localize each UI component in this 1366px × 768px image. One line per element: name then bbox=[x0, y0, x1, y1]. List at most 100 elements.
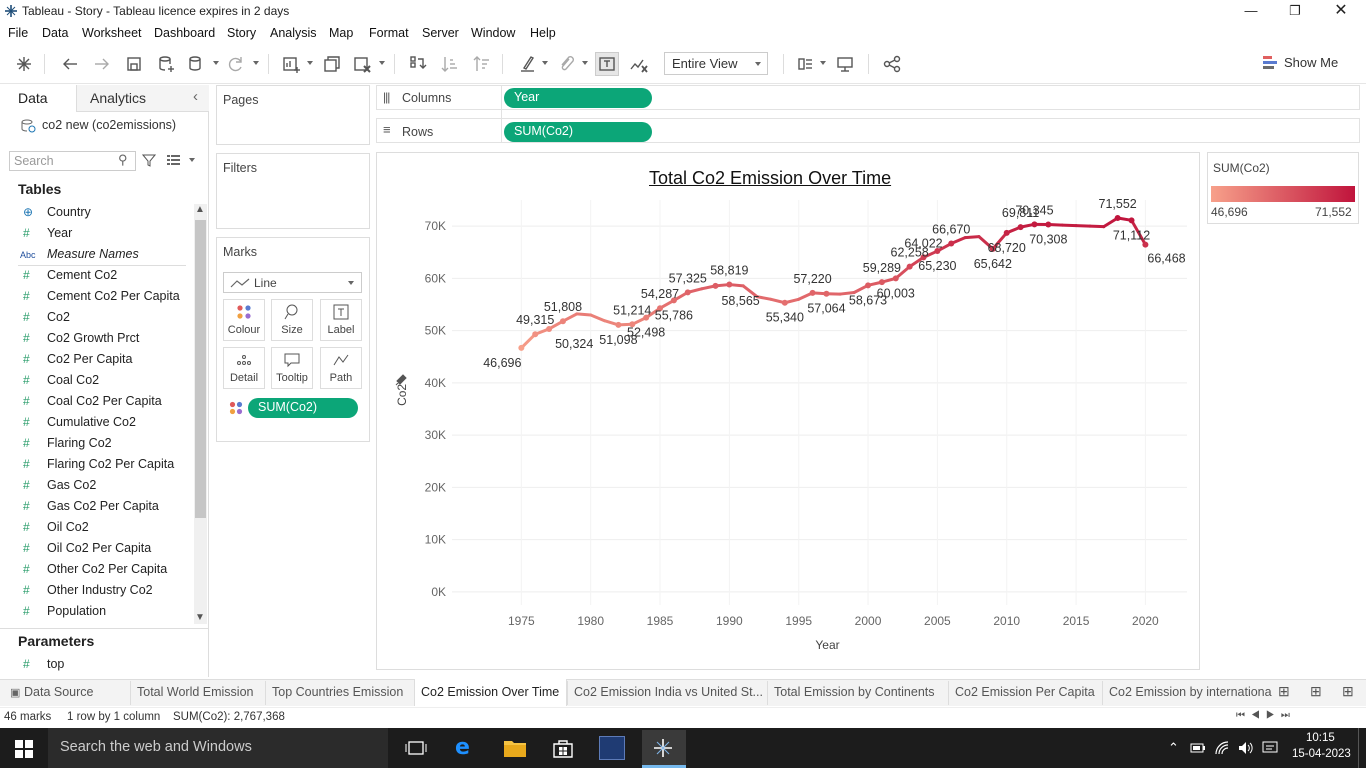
field-cement-co2[interactable]: Cement Co2 bbox=[47, 268, 118, 282]
colour-legend[interactable] bbox=[1207, 152, 1359, 224]
sort-descending-icon[interactable] bbox=[470, 52, 494, 76]
new-worksheet-dropdown-icon[interactable] bbox=[307, 61, 313, 65]
field-co2-per-capita[interactable]: Co2 Per Capita bbox=[47, 352, 133, 366]
tab-analytics[interactable]: Analytics bbox=[90, 90, 147, 106]
menu-map[interactable]: Map bbox=[329, 26, 354, 40]
data-point[interactable] bbox=[712, 282, 719, 289]
line-segment[interactable] bbox=[575, 312, 593, 317]
save-icon[interactable] bbox=[122, 52, 146, 76]
field-search-input[interactable]: Search bbox=[9, 151, 136, 171]
highlight-icon[interactable] bbox=[516, 52, 540, 76]
battery-icon[interactable] bbox=[1190, 742, 1206, 754]
data-point[interactable] bbox=[546, 325, 553, 332]
data-point[interactable] bbox=[643, 314, 650, 321]
data-point[interactable] bbox=[878, 279, 885, 286]
field-coal-co2[interactable]: Coal Co2 bbox=[47, 373, 100, 387]
field-cement-co2-per-capita[interactable]: Cement Co2 Per Capita bbox=[47, 289, 180, 303]
field-other-industry-co2[interactable]: Other Industry Co2 bbox=[47, 583, 153, 597]
line-segment[interactable] bbox=[741, 284, 759, 299]
new-datasource-icon[interactable] bbox=[154, 52, 178, 76]
clear-sheet-icon[interactable] bbox=[350, 52, 374, 76]
volume-icon[interactable] bbox=[1238, 740, 1254, 756]
label-button[interactable]: Label bbox=[320, 299, 362, 341]
data-point[interactable] bbox=[684, 289, 691, 296]
cards-icon[interactable] bbox=[794, 52, 818, 76]
sheet-tab-2[interactable]: Total World Emission bbox=[137, 685, 254, 699]
sheet-tab-7[interactable]: Co2 Emission Per Capita bbox=[955, 685, 1095, 699]
data-point[interactable] bbox=[920, 254, 927, 261]
scroll-up-icon[interactable]: ▲ bbox=[195, 204, 205, 215]
menu-worksheet[interactable]: Worksheet bbox=[82, 26, 142, 40]
clear-dropdown-icon[interactable] bbox=[379, 61, 385, 65]
columns-pill-year[interactable]: Year bbox=[504, 88, 652, 108]
pin-icon[interactable] bbox=[395, 374, 407, 386]
marks-colour-pill[interactable]: SUM(Co2) bbox=[248, 398, 358, 418]
size-button[interactable]: Size bbox=[271, 299, 313, 341]
tooltip-button[interactable]: Tooltip bbox=[271, 347, 313, 389]
field-coal-co2-per-capita[interactable]: Coal Co2 Per Capita bbox=[47, 394, 162, 408]
data-point[interactable] bbox=[532, 331, 539, 338]
pause-dropdown-icon[interactable] bbox=[213, 61, 219, 65]
show-mark-labels-icon[interactable] bbox=[595, 52, 619, 76]
sheet-tab-1[interactable]: Data Source bbox=[24, 685, 94, 699]
data-point[interactable] bbox=[781, 299, 788, 306]
redo-icon[interactable] bbox=[90, 52, 114, 76]
line-segment[interactable] bbox=[838, 290, 856, 296]
line-chart[interactable]: 0K 10K 20K 30K 40K 50K 60K 70K 1975 1980 1985 1990 1… bbox=[377, 195, 1199, 669]
field-cumulative-co2[interactable]: Cumulative Co2 bbox=[47, 415, 136, 429]
data-point[interactable] bbox=[1003, 229, 1010, 236]
line-segment[interactable] bbox=[991, 231, 1009, 251]
new-worksheet-tab-icon[interactable]: ⊞ bbox=[1278, 683, 1290, 699]
show-desktop-button[interactable] bbox=[1358, 728, 1366, 768]
data-point[interactable] bbox=[892, 275, 899, 282]
new-story-tab-icon[interactable]: ⊞ bbox=[1342, 683, 1354, 699]
parameter-top[interactable]: top bbox=[47, 657, 65, 671]
undo-icon[interactable] bbox=[58, 52, 82, 76]
pages-shelf[interactable] bbox=[216, 85, 370, 145]
group-members-icon[interactable] bbox=[554, 52, 578, 76]
field-gas-co2[interactable]: Gas Co2 bbox=[47, 478, 97, 492]
fix-axes-icon[interactable] bbox=[627, 52, 651, 76]
field-oil-co2-per-capita[interactable]: Oil Co2 Per Capita bbox=[47, 541, 152, 555]
line-segment[interactable] bbox=[1074, 224, 1092, 228]
data-point[interactable] bbox=[865, 282, 872, 289]
taskbar-time[interactable]: 10:15 bbox=[1306, 732, 1335, 744]
field-co2-growth-prct[interactable]: Co2 Growth Prct bbox=[47, 331, 140, 345]
data-point[interactable] bbox=[657, 305, 664, 312]
minimize-button[interactable]: — bbox=[1244, 3, 1258, 18]
restore-button[interactable]: ❐ bbox=[1289, 3, 1301, 18]
line-segment[interactable] bbox=[755, 295, 773, 301]
field-other-co2-per-capita[interactable]: Other Co2 Per Capita bbox=[47, 562, 168, 576]
sheet-tab-8[interactable]: Co2 Emission by internationa bbox=[1109, 685, 1272, 699]
cards-dropdown-icon[interactable] bbox=[820, 61, 826, 65]
field-year[interactable]: Year bbox=[47, 226, 73, 240]
field-flaring-co2[interactable]: Flaring Co2 bbox=[47, 436, 112, 450]
line-segment[interactable] bbox=[1088, 224, 1106, 229]
refresh-icon[interactable] bbox=[224, 52, 248, 76]
path-button[interactable]: Path bbox=[320, 347, 362, 389]
store-icon[interactable] bbox=[552, 737, 574, 759]
data-point[interactable] bbox=[1017, 224, 1024, 231]
field-gas-co2-per-capita[interactable]: Gas Co2 Per Capita bbox=[47, 499, 159, 513]
mark-type-select[interactable] bbox=[223, 272, 362, 293]
menu-analysis[interactable]: Analysis bbox=[270, 26, 317, 40]
new-worksheet-icon[interactable] bbox=[279, 52, 303, 76]
line-segment[interactable] bbox=[589, 313, 607, 323]
tableau-home-icon[interactable] bbox=[12, 52, 36, 76]
visualization-pane[interactable] bbox=[376, 152, 1200, 670]
refresh-dropdown-icon[interactable] bbox=[253, 61, 259, 65]
ime-icon[interactable] bbox=[1262, 740, 1278, 756]
line-segment[interactable] bbox=[1060, 223, 1078, 228]
menu-server[interactable]: Server bbox=[422, 26, 459, 40]
sheet-navigation-icons[interactable]: ⏮◀▶⏭ bbox=[1236, 710, 1296, 721]
data-point[interactable] bbox=[1114, 215, 1121, 222]
pause-updates-icon[interactable] bbox=[184, 52, 208, 76]
menu-format[interactable]: Format bbox=[369, 26, 409, 40]
file-explorer-icon[interactable] bbox=[503, 737, 527, 759]
show-me-icon[interactable] bbox=[1262, 54, 1278, 70]
tab-data[interactable]: Data bbox=[18, 90, 48, 106]
menu-window[interactable]: Window bbox=[471, 26, 516, 40]
detail-button[interactable]: Detail bbox=[223, 347, 265, 389]
taskbar-date[interactable]: 15-04-2023 bbox=[1292, 748, 1351, 760]
collapse-pane-icon[interactable]: ‹ bbox=[193, 88, 198, 105]
